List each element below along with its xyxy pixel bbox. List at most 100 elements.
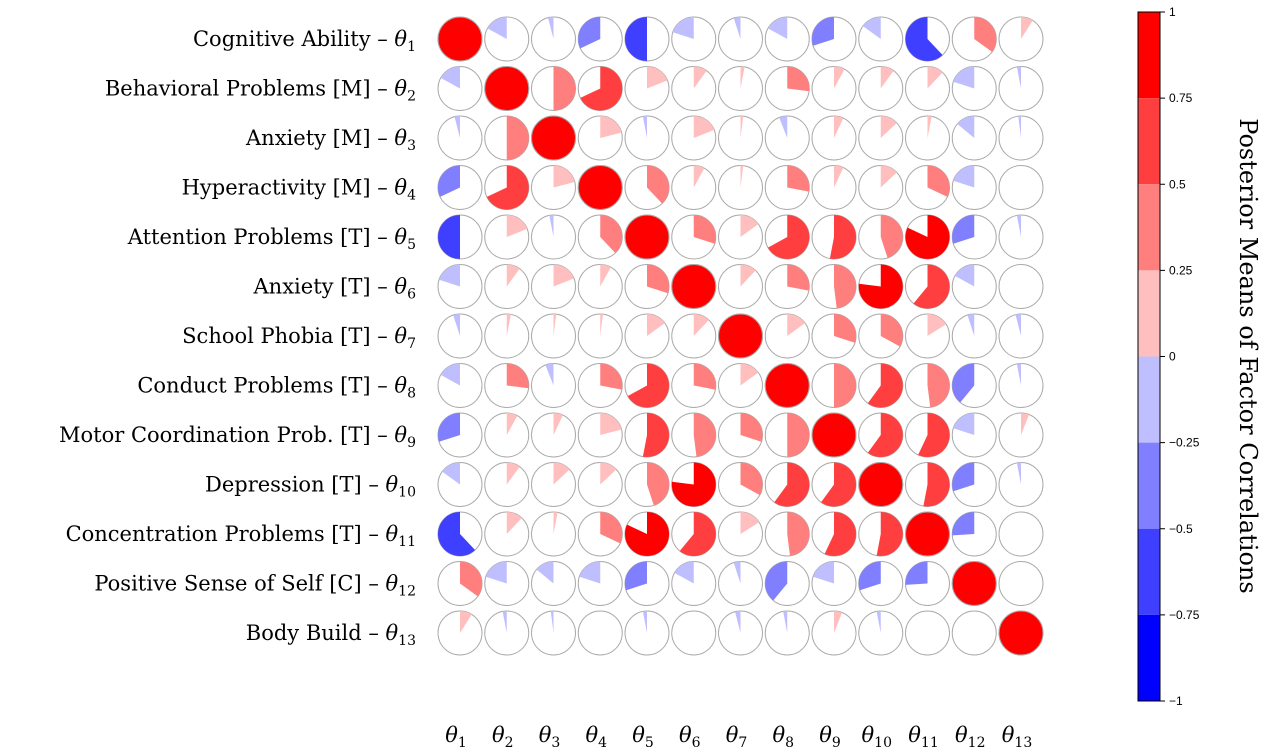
pie-wedge <box>953 413 975 435</box>
pie-cell <box>484 363 530 408</box>
pie-cell <box>811 214 857 260</box>
colorbar-tick-label: 0 <box>1169 350 1176 364</box>
pie-cell <box>671 66 717 111</box>
pie-wedge <box>834 363 856 408</box>
pie-cell <box>858 511 904 557</box>
pie-cell <box>437 115 483 161</box>
colorbar-segment <box>1138 528 1160 615</box>
pie-cell <box>577 363 623 408</box>
pie-wedge <box>487 17 507 39</box>
pie-cell <box>437 561 483 606</box>
pie-wedge <box>1016 66 1021 89</box>
pie-wedge <box>693 363 716 390</box>
pie-cell <box>577 511 623 557</box>
pie-wedge <box>783 611 788 633</box>
pie-wedge <box>506 363 529 389</box>
pie-wedge <box>858 561 881 591</box>
pie-cell <box>998 561 1044 606</box>
pie-wedge <box>927 314 947 336</box>
pie-wedge <box>437 512 476 556</box>
pie-cell <box>718 462 763 507</box>
pie-cell <box>437 462 483 507</box>
pie-cell <box>998 214 1044 260</box>
pie-wedge <box>624 214 670 260</box>
pie-cell <box>531 412 576 458</box>
pie-wedge <box>824 512 857 556</box>
pie-wedge <box>740 215 759 237</box>
pie-cell <box>531 511 576 557</box>
pie-cell <box>624 264 670 309</box>
row-label: Anxiety [T] – θ6 <box>253 275 417 303</box>
pie-cell <box>577 313 623 359</box>
pie-wedge <box>740 413 763 442</box>
pie-cell <box>764 66 810 111</box>
column-label: θ3 <box>539 723 561 751</box>
pie-wedge <box>600 116 622 138</box>
pie-wedge <box>880 314 903 347</box>
pie-wedge <box>834 116 844 138</box>
pie-wedge <box>672 17 694 39</box>
pie-cell <box>671 412 717 458</box>
pie-wedge <box>624 561 647 591</box>
pie-cell <box>718 363 763 408</box>
pie-wedge <box>918 413 950 457</box>
pie-cell <box>951 214 997 260</box>
pie-wedge <box>1016 215 1021 237</box>
pie-wedge <box>905 511 950 557</box>
pie-cell <box>764 610 810 656</box>
pie-cell <box>531 264 576 309</box>
pie-cell <box>951 16 997 62</box>
pie-wedge <box>453 314 460 336</box>
pie-wedge <box>880 215 903 258</box>
pie-cell <box>951 561 997 606</box>
pie-wedge <box>740 165 744 188</box>
pie-cell <box>951 412 997 458</box>
pie-wedge <box>442 462 460 485</box>
pie-cell <box>905 561 950 606</box>
pie-cell <box>951 66 997 111</box>
pie-wedge <box>927 116 932 138</box>
pie-cell <box>671 511 717 557</box>
column-label: θ2 <box>492 723 514 751</box>
pie-cell <box>998 412 1044 458</box>
pie-wedge <box>740 462 763 496</box>
pie-wedge <box>600 314 604 336</box>
pie-wedge <box>1018 116 1021 138</box>
colorbar-tick-label: 1 <box>1169 5 1176 19</box>
pie-wedge <box>952 363 975 403</box>
pie-cell <box>484 16 530 62</box>
column-label: θ4 <box>585 723 607 751</box>
pie-cell <box>577 66 623 111</box>
pie-wedge <box>553 462 570 485</box>
pie-cell <box>718 264 763 309</box>
pie-cell <box>858 610 904 656</box>
pie-cell <box>577 264 623 309</box>
column-label: θ9 <box>819 723 841 751</box>
pie-wedge <box>1021 17 1033 39</box>
pie-wedge <box>642 611 647 633</box>
pie-wedge <box>767 17 788 39</box>
row-label: Anxiety [M] – θ3 <box>245 126 416 154</box>
pie-outline <box>905 610 950 656</box>
pie-wedge <box>952 512 975 536</box>
pie-cell <box>858 313 904 359</box>
pie-cell <box>531 363 576 408</box>
pie-cell <box>718 412 763 458</box>
pie-wedge <box>642 116 647 138</box>
pie-cell <box>484 462 530 507</box>
pie-wedge <box>834 264 857 309</box>
pie-cell <box>811 66 857 111</box>
pie-cell <box>671 115 717 161</box>
pie-wedge <box>577 165 623 210</box>
pie-wedge <box>740 66 745 89</box>
pie-wedge <box>553 165 575 188</box>
pie-cell <box>484 313 530 359</box>
pie-cell <box>437 264 483 309</box>
pie-cell <box>811 16 857 62</box>
pie-wedge <box>1016 462 1021 485</box>
pie-cell <box>858 264 904 309</box>
pie-wedge <box>1015 314 1021 336</box>
pie-cell <box>624 610 670 656</box>
pie-cell <box>811 165 857 210</box>
column-label: θ6 <box>679 723 701 751</box>
